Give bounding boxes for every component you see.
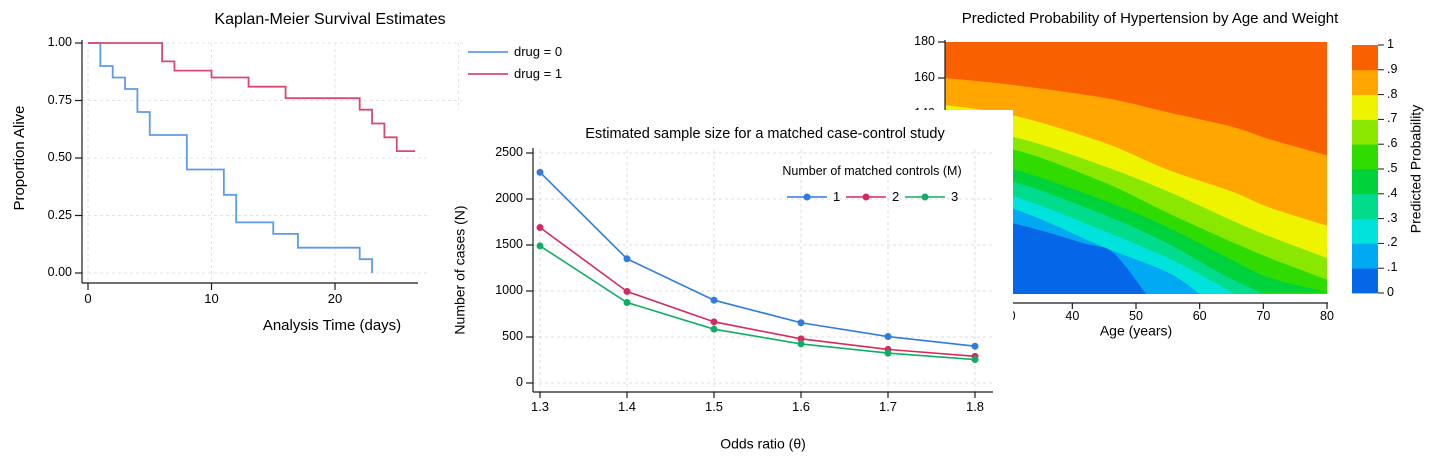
contour-y-tick-label: 180: [914, 34, 935, 49]
colorbar-tick-label: .4: [1387, 185, 1398, 200]
sample-x-tick-label: 1.3: [530, 398, 550, 414]
legend-swatch-dot: [803, 193, 811, 201]
contour-x-tick-label: 80: [1320, 309, 1334, 324]
sample-data-point: [797, 340, 805, 348]
sample-x-tick-label: 1.5: [704, 398, 724, 414]
colorbar-segment: [1352, 144, 1378, 170]
sample-y-tick-label: 500: [502, 329, 523, 344]
sample-x-tick-label: 1.4: [617, 398, 637, 414]
km-legend-label: drug = 1: [514, 65, 563, 81]
sample-data-point: [710, 318, 718, 326]
sample-data-point: [971, 356, 979, 364]
colorbar-tick-label: 0: [1387, 285, 1394, 300]
sample-x-tick-label: 1.7: [878, 398, 898, 414]
legend-swatch-dot: [921, 193, 929, 201]
legend-swatch-dot: [862, 193, 870, 201]
km-survival-chart: Kaplan-Meier Survival Estimates Proporti…: [0, 0, 660, 360]
contour-x-tick-label: 70: [1256, 309, 1271, 324]
km-y-tick-label: 0.25: [47, 207, 72, 222]
sample-size-y-axis-title: Number of cases (N): [451, 205, 468, 335]
colorbar-segment: [1352, 45, 1378, 71]
sample-y-tick-label: 2000: [495, 191, 523, 206]
sample-size-legend-title: Number of matched controls (M): [782, 164, 962, 179]
colorbar-tick-label: .2: [1387, 235, 1398, 250]
km-survival-curve: [88, 42, 416, 152]
sample-data-point: [884, 333, 892, 341]
colorbar-segment: [1352, 169, 1378, 195]
sample-size-window: Estimated sample size for a matched case…: [428, 110, 1013, 470]
contour-x-tick-label: 40: [1065, 309, 1080, 324]
sample-legend-label: 2: [892, 188, 900, 204]
colorbar-tick-label: .8: [1387, 86, 1398, 101]
km-title: Kaplan-Meier Survival Estimates: [214, 11, 446, 29]
km-y-tick-label: 0.00: [47, 265, 72, 280]
sample-y-tick-label: 1500: [495, 237, 523, 252]
sample-data-point: [884, 349, 892, 357]
sample-data-point: [971, 342, 979, 350]
sample-legend-label: 1: [833, 188, 841, 204]
sample-x-tick-label: 1.8: [965, 398, 985, 414]
km-y-tick-label: 0.75: [47, 92, 72, 107]
colorbar-segment: [1352, 193, 1378, 219]
km-x-tick-label: 10: [204, 290, 219, 306]
contour-x-axis-title: Age (years): [1099, 322, 1173, 339]
km-plot-area: [75, 40, 508, 290]
colorbar-segment: [1352, 119, 1378, 145]
km-y-tick-label: 1.00: [47, 35, 72, 50]
sample-data-point: [536, 168, 544, 176]
sample-data-point: [797, 319, 805, 327]
sample-data-point: [536, 242, 544, 250]
colorbar-segment: [1352, 218, 1378, 244]
km-x-tick-label: 0: [84, 290, 92, 306]
sample-y-tick-label: 1000: [495, 283, 523, 298]
sample-series-line: [539, 226, 976, 358]
km-y-axis-title: Proportion Alive: [10, 105, 28, 211]
sample-data-point: [623, 299, 631, 306]
sample-size-title: Estimated sample size for a matched case…: [585, 126, 945, 143]
sample-size-plot-area: [526, 148, 995, 398]
sample-data-point: [536, 224, 544, 232]
km-legend-label: drug = 0: [514, 43, 563, 59]
colorbar-segment: [1352, 69, 1378, 95]
colorbar-segment: [1352, 94, 1378, 120]
sample-series-line: [539, 245, 976, 361]
sample-y-tick-label: 0: [516, 375, 523, 390]
km-y-tick-label: 0.50: [47, 150, 72, 165]
contour-x-tick-label: 60: [1192, 309, 1207, 324]
sample-data-point: [797, 335, 805, 343]
colorbar-tick-label: .9: [1387, 61, 1398, 76]
contour-x-tick-label: 50: [1129, 309, 1143, 324]
sample-size-x-axis-title: Odds ratio (θ): [720, 435, 806, 452]
colorbar-tick-label: .1: [1387, 260, 1398, 275]
sample-y-tick-label: 2500: [495, 145, 523, 160]
km-survival-curve: [88, 42, 373, 273]
sample-x-tick-label: 1.6: [791, 398, 811, 414]
contour-y-tick-label: 160: [914, 70, 935, 85]
sample-data-point: [623, 255, 631, 263]
colorbar-title: Predicted Probability: [1407, 104, 1424, 234]
colorbar-tick-label: .6: [1387, 136, 1398, 151]
km-x-axis-title: Analysis Time (days): [262, 316, 402, 334]
sample-data-point: [710, 325, 718, 333]
km-x-tick-label: 20: [327, 290, 343, 306]
colorbar-segment: [1352, 268, 1378, 294]
colorbar-tick-label: .5: [1387, 161, 1398, 176]
colorbar-tick-label: .7: [1387, 111, 1398, 126]
sample-series-line: [539, 171, 976, 347]
sample-data-point: [710, 296, 718, 304]
contour-title: Predicted Probability of Hypertension by…: [961, 9, 1339, 27]
colorbar-tick-label: .3: [1387, 210, 1398, 225]
colorbar-tick-label: 1: [1387, 37, 1394, 52]
sample-data-point: [623, 287, 631, 295]
sample-legend-label: 3: [951, 188, 959, 204]
colorbar-segment: [1352, 243, 1378, 269]
